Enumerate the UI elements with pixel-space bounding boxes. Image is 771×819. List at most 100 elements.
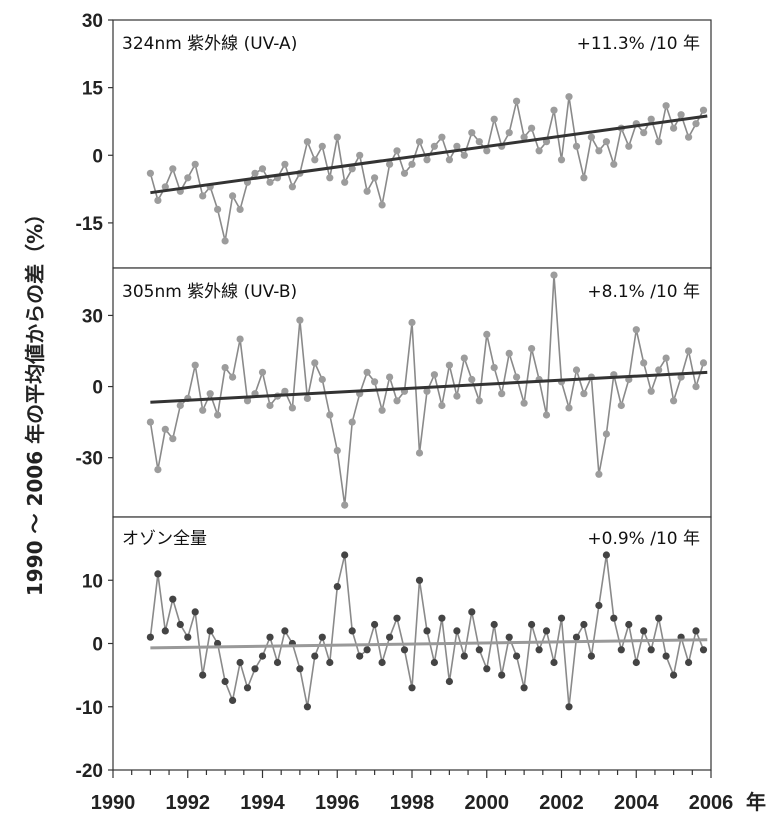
data-point	[400, 646, 409, 654]
x-tick-label: 2002	[539, 792, 584, 814]
data-point	[498, 671, 506, 679]
data-point	[311, 156, 319, 164]
data-point	[236, 658, 244, 667]
data-point	[699, 359, 708, 367]
data-point	[393, 147, 401, 155]
data-point	[692, 120, 700, 128]
data-point	[348, 418, 356, 426]
data-point	[490, 115, 498, 123]
data-point	[154, 570, 162, 578]
data-point	[214, 639, 222, 648]
data-point	[483, 330, 491, 338]
data-point	[221, 237, 229, 245]
trend-line	[150, 114, 708, 195]
data-point	[430, 658, 438, 667]
data-point	[490, 620, 498, 629]
data-point	[199, 671, 207, 679]
x-tick-label: 1990	[91, 792, 136, 814]
data-point	[281, 160, 289, 168]
data-point	[206, 627, 214, 635]
data-point	[662, 652, 670, 660]
data-point	[692, 627, 700, 635]
data-point	[161, 425, 169, 433]
data-point	[356, 652, 364, 660]
y-axis-label: 1990 ～ 2006 年の平均値からの差（%）	[23, 204, 47, 596]
data-point	[288, 183, 296, 191]
x-tick-label: 2004	[614, 792, 659, 814]
data-point	[460, 151, 468, 159]
data-point	[670, 671, 678, 679]
panel-ozone-trend-label: +0.9% /10 年	[587, 529, 700, 549]
data-point	[184, 174, 192, 182]
data-point	[647, 387, 655, 395]
data-point	[542, 411, 551, 419]
data-point	[662, 354, 670, 362]
data-point	[281, 627, 289, 635]
data-point	[505, 129, 513, 137]
panel-uva-frame	[112, 19, 712, 269]
data-point	[602, 430, 611, 438]
data-point	[169, 165, 177, 173]
x-axis: 1990 1992 1994 1996 1998 2000 2002 2004 2006	[91, 770, 733, 814]
data-point	[438, 401, 446, 410]
panel-uvb-title: 305nm 紫外線 (UV-B)	[122, 282, 297, 302]
data-point	[378, 406, 386, 414]
data-point	[169, 435, 177, 443]
data-point	[453, 627, 461, 635]
data-point	[610, 160, 618, 168]
data-point	[528, 345, 536, 353]
data-point	[625, 620, 633, 629]
x-tick-label: 1998	[390, 792, 435, 814]
data-point	[632, 658, 640, 667]
y-tick-label: -15	[76, 214, 104, 235]
data-point	[640, 359, 648, 367]
data-point	[483, 147, 491, 155]
data-point	[400, 169, 409, 177]
data-point	[169, 595, 177, 603]
data-point	[386, 373, 394, 381]
data-point	[251, 665, 259, 673]
data-point	[191, 361, 199, 369]
data-point	[266, 401, 274, 410]
data-point	[363, 368, 371, 376]
data-point	[273, 658, 282, 667]
data-point	[318, 375, 326, 384]
data-point	[318, 142, 326, 150]
y-tick-label: 10	[82, 571, 103, 592]
data-point	[199, 406, 207, 414]
panel-ozone: 10 0 -10 -20 オゾン全量 +0.9% /10 年	[76, 516, 712, 782]
data-point	[580, 174, 588, 182]
data-point	[251, 169, 259, 177]
data-point	[565, 404, 573, 412]
data-point	[423, 387, 431, 395]
data-point	[154, 196, 162, 204]
data-point	[632, 326, 640, 334]
data-point	[214, 205, 222, 213]
y-tick-label: 15	[82, 79, 104, 100]
data-point	[505, 349, 513, 357]
data-point	[161, 183, 169, 191]
data-point	[542, 627, 551, 635]
data-point	[677, 111, 685, 119]
data-point	[303, 138, 311, 146]
panel-uva-series	[146, 93, 708, 245]
data-point	[475, 138, 483, 146]
data-point	[258, 368, 267, 376]
data-point	[371, 378, 379, 386]
data-point	[243, 684, 252, 692]
y-tick-label: 0	[92, 146, 103, 167]
data-point	[640, 129, 648, 137]
data-point	[602, 138, 611, 146]
data-point	[475, 397, 483, 405]
data-point	[520, 684, 528, 692]
data-point	[460, 354, 468, 362]
trend-line	[150, 370, 708, 404]
data-point	[243, 397, 252, 405]
data-point	[408, 160, 416, 168]
data-point	[415, 576, 424, 584]
data-point	[490, 364, 498, 372]
data-point	[229, 373, 237, 381]
x-tick-label: 1996	[315, 792, 360, 814]
data-point	[146, 418, 154, 426]
data-point	[199, 192, 207, 200]
